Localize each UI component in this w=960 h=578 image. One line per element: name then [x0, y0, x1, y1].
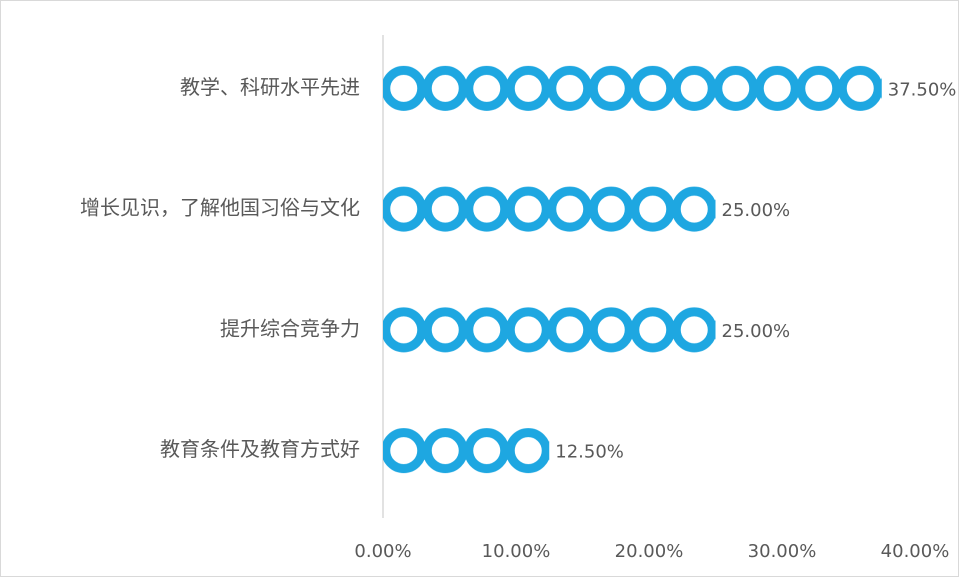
x-tick-label: 40.00% [881, 541, 950, 562]
value-label: 25.00% [722, 200, 791, 221]
bar [383, 65, 882, 112]
category-label: 教学、科研水平先进 [180, 75, 360, 99]
bar [383, 306, 716, 353]
bar [383, 427, 550, 474]
x-tick-label: 0.00% [354, 541, 411, 562]
bar [383, 186, 716, 233]
x-tick-label: 30.00% [748, 541, 817, 562]
category-label: 提升综合竞争力 [220, 316, 360, 340]
category-label: 增长见识，了解他国习俗与文化 [80, 196, 360, 220]
value-label: 25.00% [722, 321, 791, 342]
value-label: 12.50% [555, 442, 624, 463]
x-tick-label: 10.00% [482, 541, 551, 562]
x-tick-label: 20.00% [615, 541, 684, 562]
value-label: 37.50% [888, 79, 957, 100]
category-label: 教育条件及教育方式好 [160, 437, 360, 461]
